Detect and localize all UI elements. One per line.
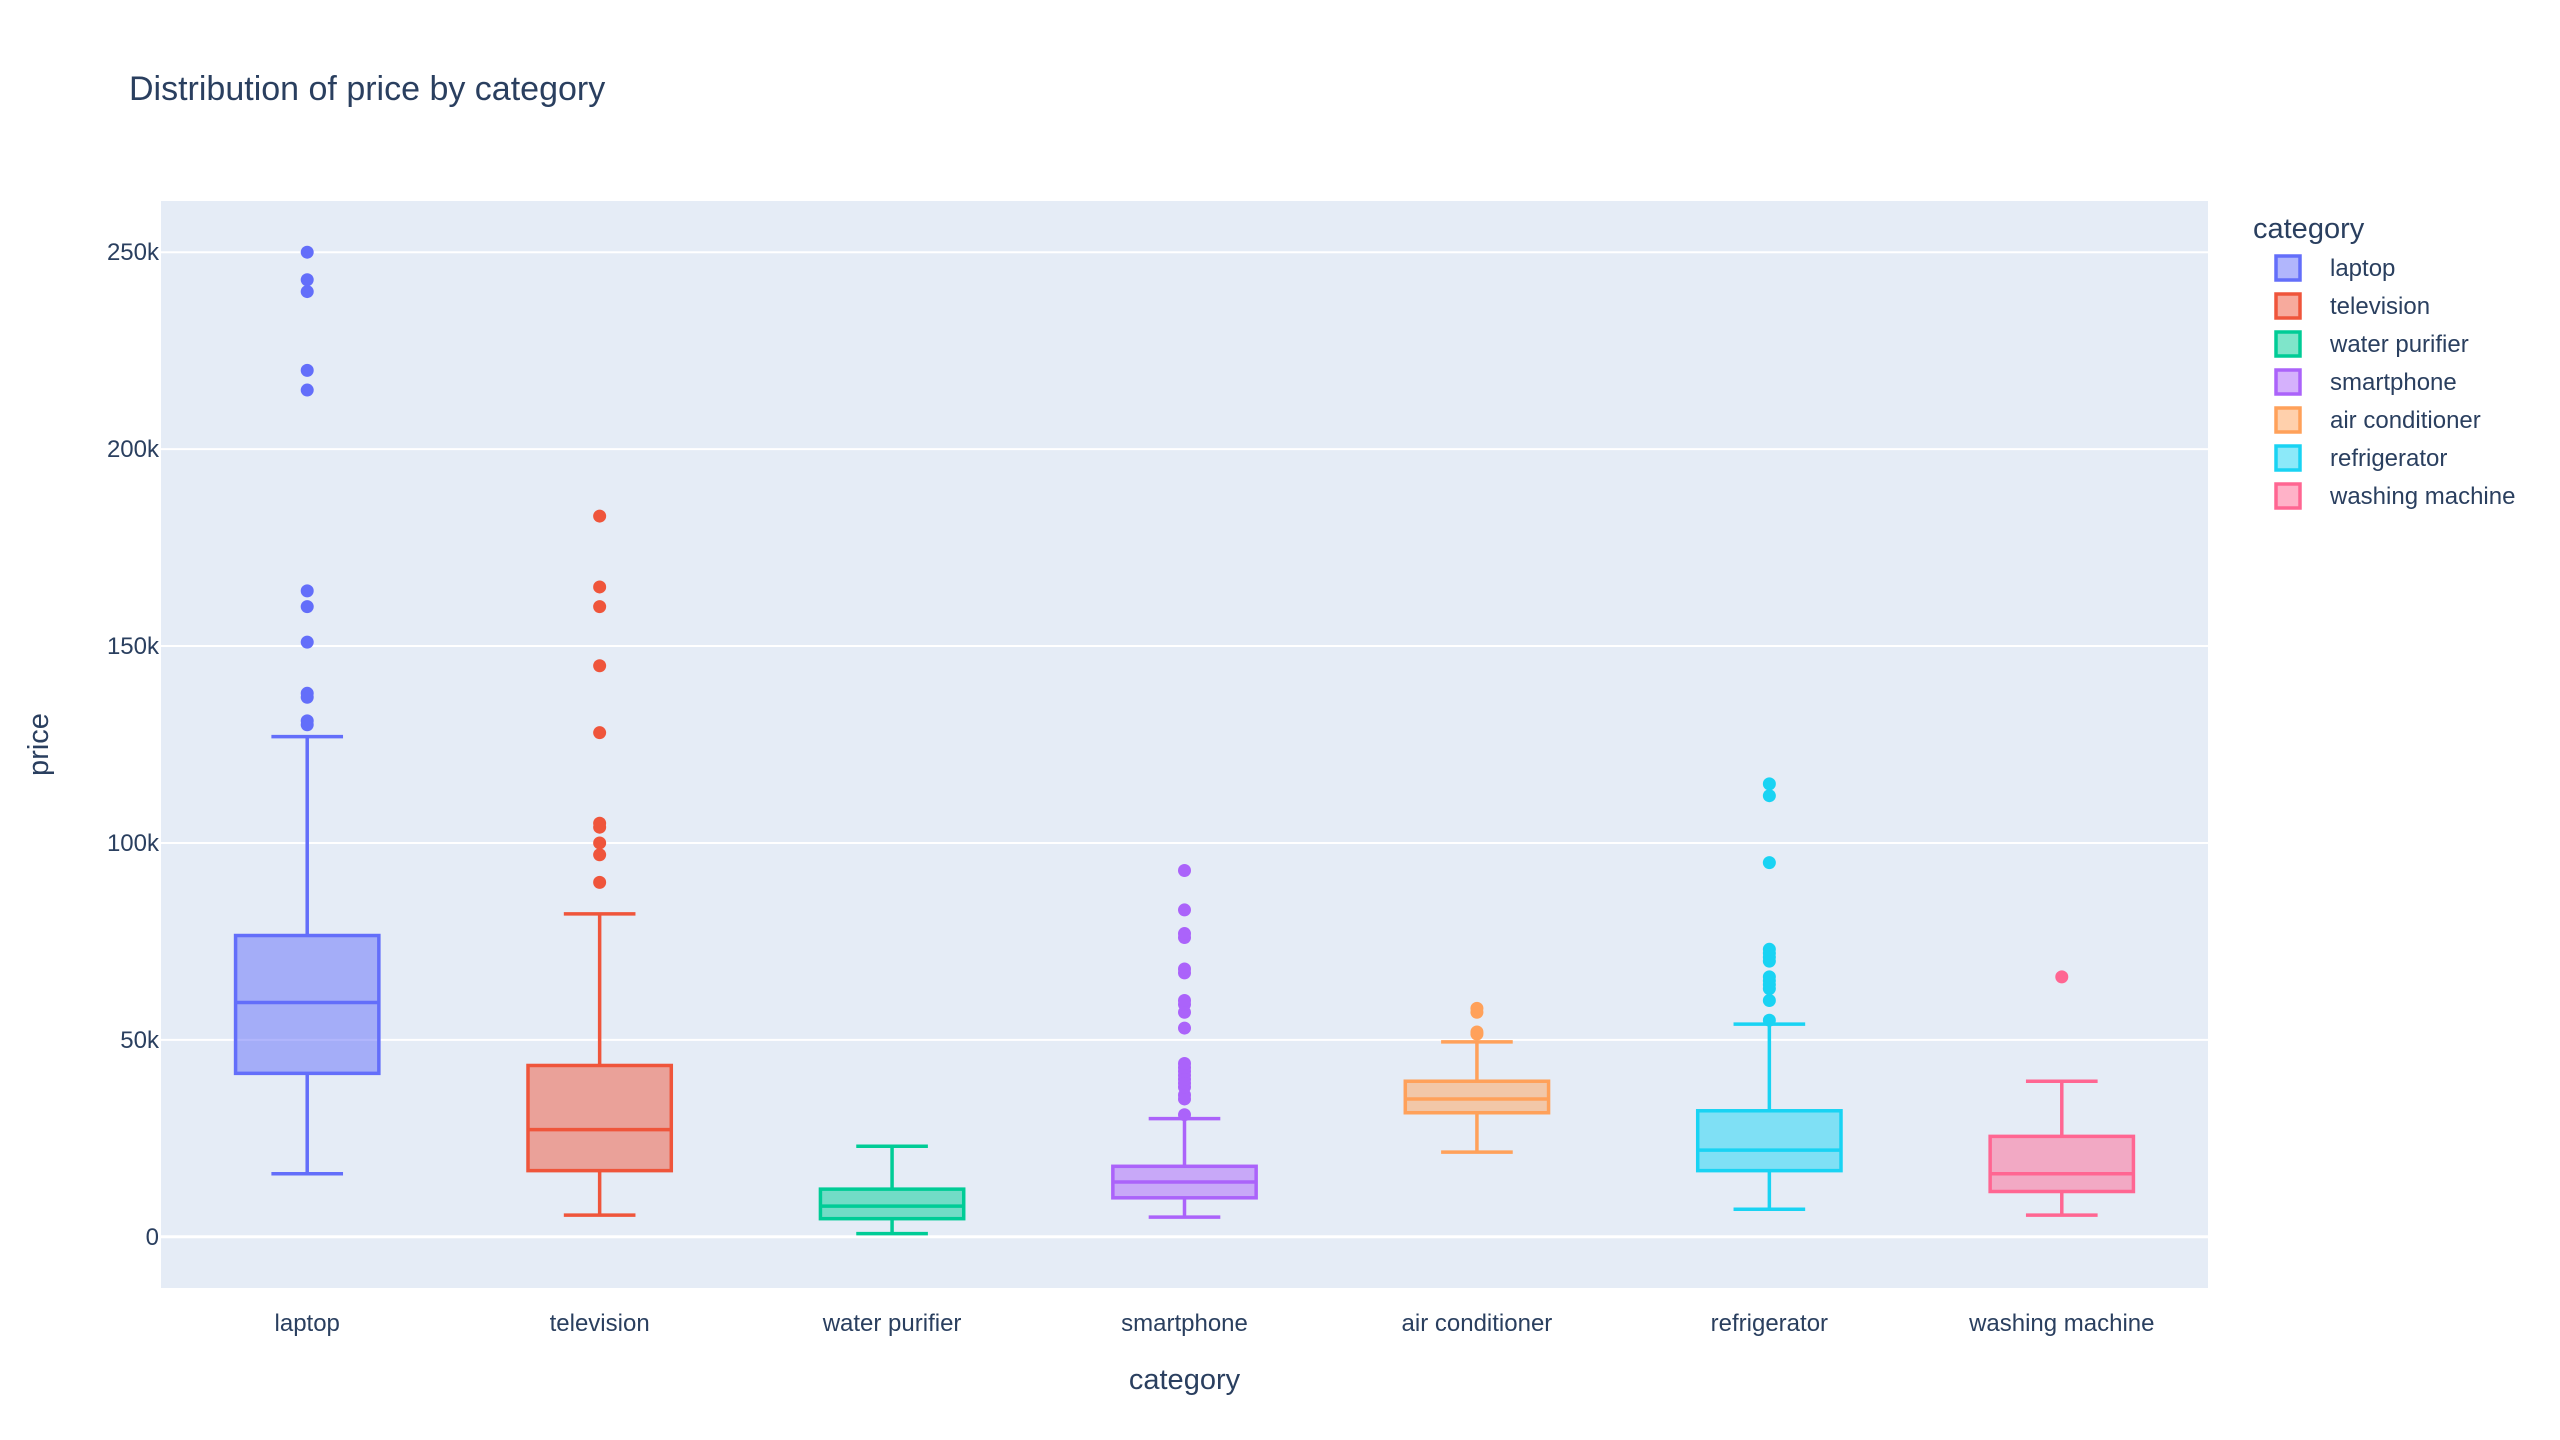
legend-swatch bbox=[2274, 292, 2302, 320]
outlier-point bbox=[300, 635, 314, 649]
outlier-point bbox=[300, 363, 314, 377]
legend-item-water-purifier[interactable]: water purifier bbox=[2274, 330, 2469, 358]
outlier-point bbox=[1762, 970, 1776, 984]
legend-label: refrigerator bbox=[2330, 445, 2447, 472]
iqr-box bbox=[233, 933, 381, 1076]
outlier-point bbox=[300, 714, 314, 728]
x-tick-label: smartphone bbox=[1121, 1310, 1248, 1337]
outlier-point bbox=[2055, 970, 2069, 984]
outlier-point bbox=[1470, 1001, 1484, 1015]
legend-item-laptop[interactable]: laptop bbox=[2274, 254, 2395, 282]
legend-swatch bbox=[2274, 406, 2302, 434]
y-tick-label: 250k bbox=[107, 239, 160, 266]
outlier-point bbox=[300, 584, 314, 598]
box-water-purifier bbox=[818, 1144, 966, 1236]
outlier-point bbox=[300, 245, 314, 259]
legend-label: television bbox=[2330, 293, 2430, 320]
iqr-box bbox=[1695, 1109, 1843, 1173]
outlier-point bbox=[593, 816, 607, 830]
legend-title: category bbox=[2253, 213, 2365, 245]
outlier-point bbox=[300, 285, 314, 299]
outlier-point bbox=[1762, 789, 1776, 803]
box-television bbox=[526, 509, 674, 1217]
x-tick-label: washing machine bbox=[1968, 1310, 2154, 1337]
outlier-point bbox=[1762, 856, 1776, 870]
outlier-point bbox=[593, 848, 607, 862]
x-tick-label: laptop bbox=[275, 1310, 340, 1337]
outlier-point bbox=[593, 875, 607, 889]
legend-label: smartphone bbox=[2330, 369, 2457, 396]
legend-item-smartphone[interactable]: smartphone bbox=[2274, 368, 2457, 396]
box-smartphone bbox=[1111, 864, 1258, 1219]
iqr-box bbox=[1988, 1134, 2136, 1194]
legend-label: washing machine bbox=[2329, 483, 2515, 510]
y-axis-ticks: 0 50k 100k 150k 200k 250k bbox=[107, 239, 160, 1251]
iqr-box bbox=[1403, 1079, 1551, 1115]
y-tick-label: 50k bbox=[120, 1027, 160, 1054]
outlier-point bbox=[593, 659, 607, 673]
chart-title: Distribution of price by category bbox=[129, 70, 605, 108]
box-washing-machine bbox=[1988, 970, 2136, 1217]
legend-swatch bbox=[2274, 254, 2302, 282]
outlier-point bbox=[593, 726, 607, 740]
iqr-box bbox=[818, 1187, 966, 1221]
y-axis-title: price bbox=[23, 713, 55, 776]
outlier-point bbox=[1762, 777, 1776, 791]
legend-item-television[interactable]: television bbox=[2274, 292, 2430, 320]
x-axis-title: category bbox=[1129, 1364, 1241, 1396]
outlier-point bbox=[593, 580, 607, 594]
legend-swatch bbox=[2274, 482, 2302, 510]
y-tick-label: 0 bbox=[146, 1224, 159, 1251]
x-tick-label: water purifier bbox=[822, 1310, 962, 1337]
legend-label: laptop bbox=[2330, 255, 2395, 282]
outlier-point bbox=[593, 509, 607, 523]
outlier-point bbox=[300, 273, 314, 287]
legend-item-washing-machine[interactable]: washing machine bbox=[2274, 482, 2515, 510]
outlier-point bbox=[1178, 927, 1191, 941]
y-tick-label: 200k bbox=[107, 436, 160, 463]
legend-item-air-conditioner[interactable]: air conditioner bbox=[2274, 406, 2481, 434]
y-tick-label: 150k bbox=[107, 633, 160, 660]
plot-area bbox=[161, 201, 2208, 1288]
legend-swatch bbox=[2274, 330, 2302, 358]
x-tick-label: television bbox=[550, 1310, 650, 1337]
outlier-point bbox=[1178, 903, 1191, 917]
legend-swatch bbox=[2274, 368, 2302, 396]
iqr-box bbox=[526, 1063, 674, 1173]
box-series-layer bbox=[233, 245, 2136, 1236]
x-tick-label: air conditioner bbox=[1402, 1310, 1553, 1337]
legend: category laptop television water purifier s… bbox=[2253, 213, 2515, 510]
box-refrigerator bbox=[1695, 777, 1843, 1211]
outlier-point bbox=[593, 600, 607, 614]
box-laptop bbox=[233, 245, 381, 1176]
outlier-point bbox=[300, 686, 314, 700]
legend-swatch bbox=[2274, 444, 2302, 472]
outlier-point bbox=[1762, 942, 1776, 956]
outlier-point bbox=[1178, 1021, 1191, 1035]
outlier-point bbox=[1762, 993, 1776, 1007]
legend-label: air conditioner bbox=[2330, 407, 2481, 434]
outlier-point bbox=[300, 383, 314, 397]
box-air-conditioner bbox=[1403, 1001, 1551, 1154]
outlier-point bbox=[1470, 1025, 1484, 1039]
legend-item-refrigerator[interactable]: refrigerator bbox=[2274, 444, 2447, 472]
outlier-point bbox=[1178, 962, 1191, 976]
outlier-point bbox=[1178, 1108, 1191, 1122]
x-axis-ticks: laptop television water purifier smartphone… bbox=[275, 1310, 2155, 1337]
outlier-point bbox=[1178, 864, 1191, 878]
y-tick-label: 100k bbox=[107, 830, 160, 857]
outlier-point bbox=[1178, 993, 1191, 1007]
legend-label: water purifier bbox=[2329, 331, 2469, 358]
grid-lines bbox=[161, 251, 2208, 1239]
outlier-point bbox=[300, 600, 314, 614]
outlier-point bbox=[1762, 1013, 1776, 1027]
x-tick-label: refrigerator bbox=[1711, 1310, 1828, 1337]
outlier-point bbox=[593, 836, 607, 850]
outlier-point bbox=[1178, 1057, 1191, 1071]
